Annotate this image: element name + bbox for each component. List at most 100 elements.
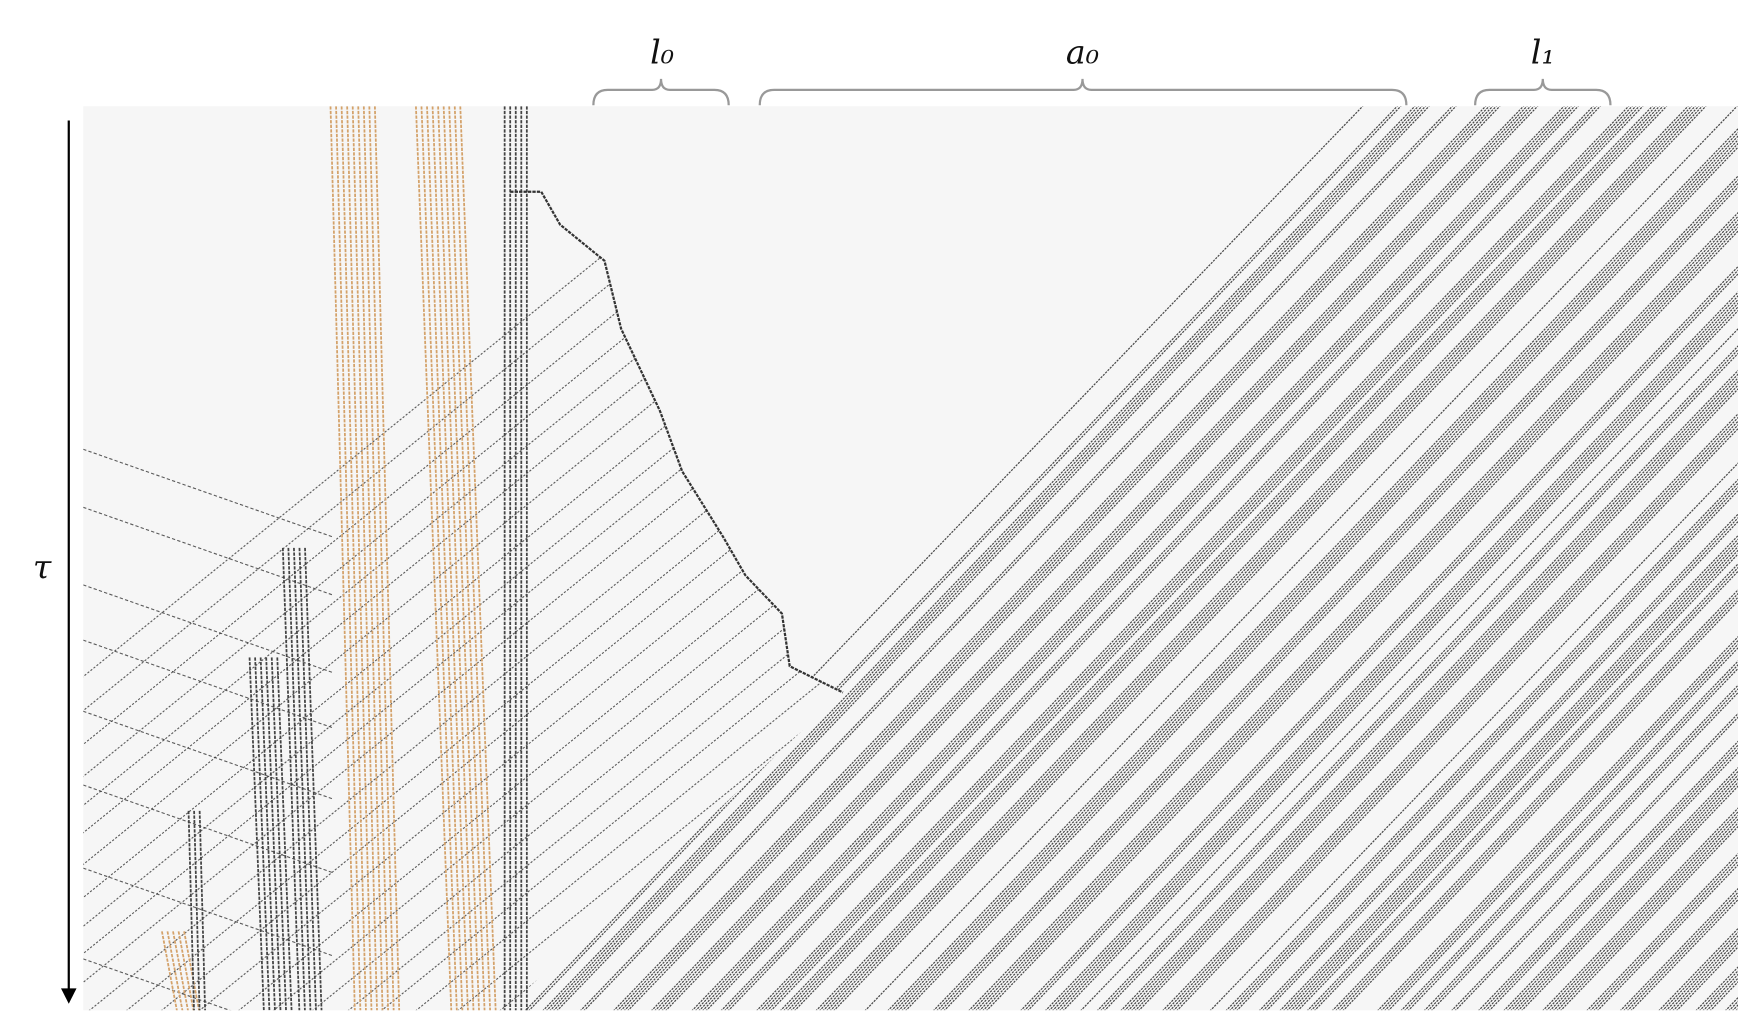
world-line <box>1291 106 1738 1011</box>
world-line <box>525 106 1404 1011</box>
world-line <box>648 106 1526 1011</box>
world-line <box>543 106 1421 1011</box>
world-line <box>172 931 189 1011</box>
arrow-head <box>61 988 77 1004</box>
axis-label: τ <box>33 548 52 587</box>
world-line <box>820 106 1698 1011</box>
world-line <box>248 657 265 1011</box>
world-line <box>621 106 1499 1011</box>
world-line <box>1263 106 1738 1011</box>
world-line <box>976 106 1738 1011</box>
world-line <box>546 106 1425 1011</box>
world-line <box>298 547 317 1011</box>
world-line <box>692 106 1571 1011</box>
world-line <box>699 106 1578 1011</box>
world-line <box>442 106 480 1011</box>
world-line <box>753 106 1632 1011</box>
world-line <box>195 106 843 1011</box>
brace <box>592 78 730 106</box>
world-line <box>329 106 356 1011</box>
world-line <box>448 106 486 1011</box>
world-line <box>861 106 1738 1011</box>
world-line <box>930 106 1738 1011</box>
world-line <box>270 657 287 1011</box>
world-line <box>610 106 1489 1011</box>
world-line <box>254 657 271 1011</box>
world-line <box>539 106 1418 1011</box>
world-line <box>718 106 1596 1011</box>
world-line <box>453 106 843 1011</box>
world-line <box>1294 106 1738 1011</box>
world-line <box>1060 106 1738 1011</box>
world-line <box>351 106 378 1011</box>
world-line <box>791 106 1670 1011</box>
world-line <box>1017 106 1738 1011</box>
world-line <box>459 106 497 1011</box>
brace <box>1474 78 1612 106</box>
world-line <box>937 106 1738 1011</box>
world-line <box>1052 106 1738 1011</box>
world-line <box>658 106 1537 1011</box>
world-line <box>1280 106 1738 1011</box>
world-line <box>1101 106 1738 1011</box>
world-line <box>344 106 843 1011</box>
world-line <box>411 106 843 1011</box>
world-line <box>83 106 843 1011</box>
brace <box>758 78 1408 106</box>
world-line <box>651 106 1530 1011</box>
world-line <box>1287 106 1738 1011</box>
world-line <box>1230 106 1738 1011</box>
world-line <box>816 106 1695 1011</box>
world-line <box>1276 106 1738 1011</box>
world-line <box>721 106 1600 1011</box>
world-line <box>83 106 843 1011</box>
world-line <box>767 106 1646 1011</box>
world-line <box>983 106 1738 1011</box>
world-line <box>234 106 843 1011</box>
world-line <box>420 106 458 1011</box>
world-line <box>265 657 282 1011</box>
world-line <box>187 810 195 1011</box>
world-line <box>426 106 464 1011</box>
world-line <box>1226 106 1738 1011</box>
world-line <box>522 106 1400 1011</box>
world-line <box>85 106 843 1011</box>
world-line <box>1283 106 1738 1011</box>
world-line <box>655 106 1534 1011</box>
world-line <box>969 106 1738 1011</box>
world-line <box>287 547 306 1011</box>
dense-region <box>504 106 1738 1011</box>
world-line <box>357 106 384 1011</box>
world-line <box>504 106 1366 1011</box>
world-line <box>888 106 1738 1011</box>
world-line <box>1097 106 1738 1011</box>
world-line <box>965 106 1738 1011</box>
world-line <box>276 657 293 1011</box>
world-line <box>1170 106 1738 1011</box>
world-line <box>1117 106 1738 1011</box>
world-line <box>166 931 184 1011</box>
world-line <box>198 810 206 1011</box>
vertical-bundles <box>161 106 528 1011</box>
world-line <box>1166 106 1738 1011</box>
world-line <box>1077 106 1738 1011</box>
world-line <box>1124 106 1738 1011</box>
world-line <box>308 106 843 1011</box>
world-line <box>1135 106 1738 1011</box>
world-line <box>695 106 1574 1011</box>
world-line <box>281 547 301 1011</box>
world-line <box>827 106 1705 1011</box>
world-line <box>823 106 1702 1011</box>
world-line <box>1021 106 1738 1011</box>
world-line <box>895 106 1738 1011</box>
world-line <box>550 106 1428 1011</box>
world-line <box>898 106 1738 1011</box>
world-line <box>662 106 1541 1011</box>
world-line <box>259 657 276 1011</box>
world-line <box>940 106 1738 1011</box>
world-line <box>373 106 401 1011</box>
label: l₀ <box>650 33 674 72</box>
world-line <box>979 106 1738 1011</box>
world-line <box>614 106 1492 1011</box>
